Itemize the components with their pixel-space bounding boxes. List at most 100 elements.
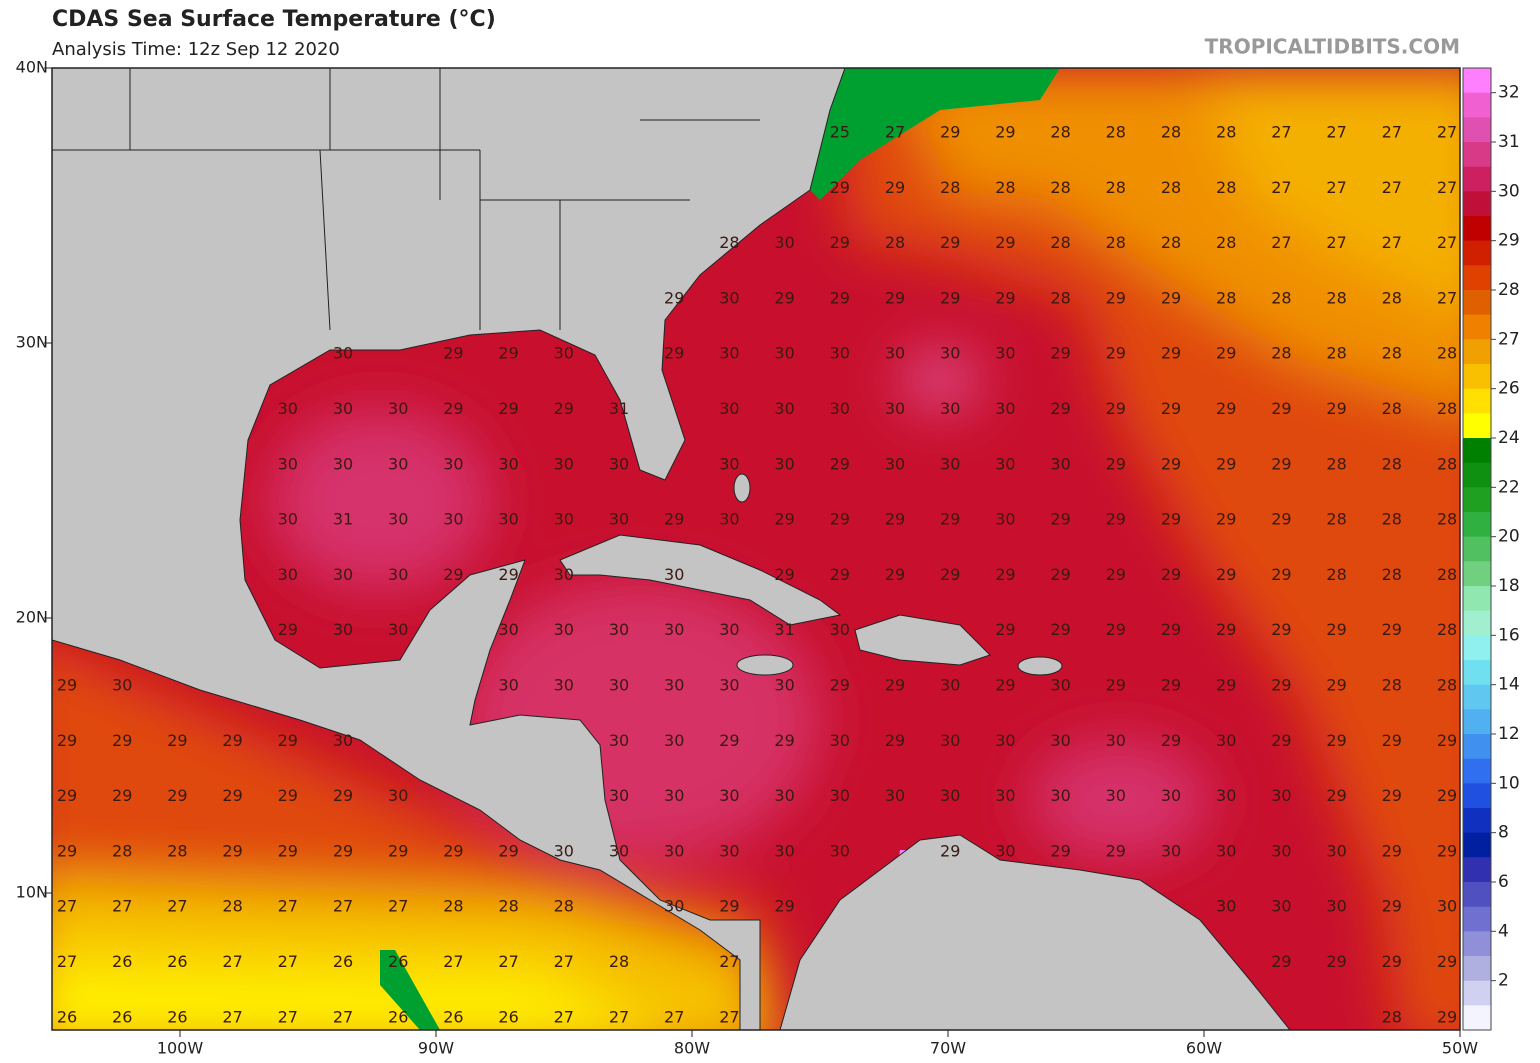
- temperature-value: 29: [995, 123, 1015, 142]
- temperature-value: 29: [443, 841, 463, 860]
- temperature-value: 28: [1326, 288, 1346, 307]
- temperature-value: 30: [554, 676, 574, 695]
- temperature-value: 30: [609, 841, 629, 860]
- temperature-value: 27: [609, 1007, 629, 1026]
- temperature-value: 29: [1216, 565, 1236, 584]
- temperature-value: 27: [388, 897, 408, 916]
- temperature-value: 30: [1050, 454, 1070, 473]
- temperature-value: 28: [1271, 344, 1291, 363]
- colorbar-segment: [1463, 709, 1491, 735]
- temperature-value: 30: [664, 731, 684, 750]
- temperature-value: 29: [940, 841, 960, 860]
- temperature-value: 30: [1161, 841, 1181, 860]
- temperature-value: 27: [554, 1007, 574, 1026]
- temperature-value: 30: [278, 510, 298, 529]
- colorbar-segment: [1463, 462, 1491, 488]
- temperature-value: 29: [1161, 565, 1181, 584]
- temperature-value: 30: [278, 454, 298, 473]
- temperature-value: 27: [333, 1007, 353, 1026]
- state-borders: [52, 68, 760, 331]
- temperature-value: 30: [1216, 841, 1236, 860]
- temperature-value: 30: [333, 454, 353, 473]
- temperature-value: 29: [940, 510, 960, 529]
- temperature-value: 29: [995, 620, 1015, 639]
- colorbar-label: 14: [1498, 675, 1520, 695]
- temperature-value: 30: [609, 731, 629, 750]
- temperature-value: 26: [167, 952, 187, 971]
- temperature-value: 30: [1271, 897, 1291, 916]
- colorbar-segment: [1463, 857, 1491, 883]
- temperature-value: 30: [719, 399, 739, 418]
- temperature-value: 29: [57, 841, 77, 860]
- colorbar-segment: [1463, 536, 1491, 562]
- temperature-value: 30: [830, 399, 850, 418]
- temperature-value: 29: [1382, 841, 1402, 860]
- temperature-value: 30: [830, 344, 850, 363]
- colorbar-segment: [1463, 339, 1491, 365]
- colorbar-segment: [1463, 438, 1491, 464]
- temperature-value: 30: [388, 399, 408, 418]
- temperature-value: 30: [609, 454, 629, 473]
- south-america: [779, 834, 1291, 1030]
- temperature-value: 30: [388, 565, 408, 584]
- latitude-label: 20N: [16, 608, 48, 627]
- temperature-value: 30: [609, 786, 629, 805]
- temperature-value: 30: [774, 841, 794, 860]
- temperature-value: 30: [1106, 786, 1126, 805]
- temperature-value: 29: [1106, 620, 1126, 639]
- temperature-value: 28: [609, 952, 629, 971]
- temperature-value: 28: [1437, 344, 1457, 363]
- colorbar-segment: [1463, 660, 1491, 686]
- colorbar-label: 29: [1498, 231, 1520, 251]
- temperature-value: 30: [719, 454, 739, 473]
- temperature-value: 29: [995, 233, 1015, 252]
- temperature-value: 29: [995, 288, 1015, 307]
- temperature-value: 28: [1382, 344, 1402, 363]
- temperature-value: 29: [278, 841, 298, 860]
- temperature-value: 30: [830, 620, 850, 639]
- temperature-value: 30: [388, 786, 408, 805]
- temperature-value: 27: [885, 123, 905, 142]
- temperature-value: 29: [333, 841, 353, 860]
- temperature-value: 29: [1437, 786, 1457, 805]
- temperature-value: 27: [443, 952, 463, 971]
- temperature-value: 29: [1161, 620, 1181, 639]
- colorbar-segment: [1463, 487, 1491, 513]
- temperature-value: 29: [443, 565, 463, 584]
- temperature-value: 30: [498, 620, 518, 639]
- temperature-value: 28: [885, 233, 905, 252]
- temperature-value: 27: [719, 952, 739, 971]
- temperature-value: 29: [1161, 731, 1181, 750]
- temperature-value: 27: [1326, 123, 1346, 142]
- temperature-value: 30: [719, 841, 739, 860]
- temperature-value: 29: [1161, 510, 1181, 529]
- temperature-value: 30: [830, 841, 850, 860]
- colorbar-label: 31: [1498, 132, 1520, 152]
- temperature-value: 30: [664, 565, 684, 584]
- latitude-label: 30N: [16, 333, 48, 352]
- temperature-value: 30: [333, 731, 353, 750]
- bahamas: [733, 473, 751, 503]
- temperature-value: 29: [1382, 731, 1402, 750]
- temperature-value: 29: [940, 233, 960, 252]
- temperature-value: 28: [1106, 233, 1126, 252]
- temperature-value: 29: [885, 676, 905, 695]
- temperature-value: 29: [1161, 344, 1181, 363]
- temperature-value: 30: [333, 565, 353, 584]
- temperature-value: 28: [1271, 288, 1291, 307]
- temperature-value: 28: [1216, 178, 1236, 197]
- temperature-value: 29: [222, 841, 242, 860]
- temperature-value: 29: [885, 178, 905, 197]
- temperature-value: 29: [112, 731, 132, 750]
- temperature-value: 30: [995, 399, 1015, 418]
- temperature-value: 28: [1437, 620, 1457, 639]
- temperature-value: 30: [1161, 786, 1181, 805]
- temperature-value: 27: [278, 952, 298, 971]
- temperature-value: 29: [1050, 399, 1070, 418]
- temperature-value: 28: [1106, 178, 1126, 197]
- cool-water: [800, 68, 1060, 200]
- credit: TROPICALTIDBITS.COM: [1205, 35, 1460, 59]
- temperature-value: 30: [333, 620, 353, 639]
- temperature-value: 30: [1216, 731, 1236, 750]
